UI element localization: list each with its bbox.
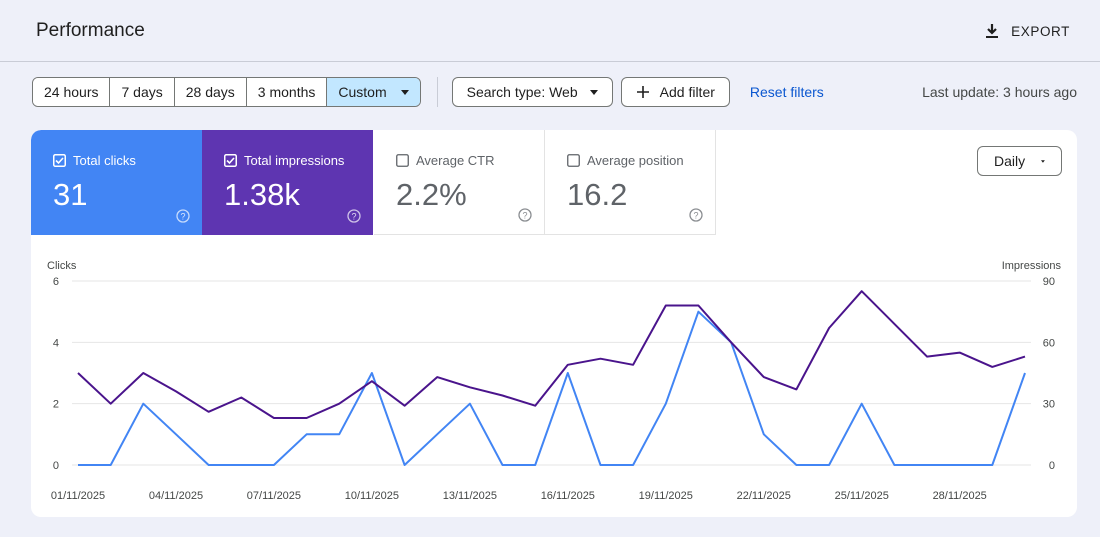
caret-down-icon bbox=[1041, 159, 1045, 163]
x-tick-label: 19/11/2025 bbox=[639, 490, 693, 502]
left-tick-label: 4 bbox=[53, 337, 59, 349]
metric-label: Average position bbox=[587, 153, 684, 168]
search-type-label: Search type: Web bbox=[466, 84, 578, 100]
range-custom[interactable]: Custom bbox=[327, 78, 420, 106]
add-filter-button[interactable]: Add filter bbox=[620, 77, 730, 107]
help-icon[interactable]: ? bbox=[689, 208, 703, 222]
right-tick-label: 60 bbox=[1043, 337, 1055, 349]
caret-down-icon bbox=[589, 89, 598, 95]
svg-text:?: ? bbox=[180, 212, 185, 222]
range-custom-label: Custom bbox=[338, 84, 387, 100]
metric-label: Total clicks bbox=[73, 153, 136, 168]
last-update-text: Last update: 3 hours ago bbox=[922, 84, 1077, 100]
metric-value: 31 bbox=[53, 177, 88, 212]
export-label: EXPORT bbox=[1011, 23, 1070, 39]
left-tick-label: 2 bbox=[53, 399, 59, 411]
metric-value: 1.38k bbox=[224, 177, 300, 212]
granularity-dropdown[interactable]: Daily bbox=[977, 146, 1062, 176]
performance-chart: Clicks Impressions 0 0 2 30 4 60 6 90 01/11/2025… bbox=[31, 240, 1077, 517]
help-icon[interactable]: ? bbox=[176, 209, 190, 223]
metric-average-position[interactable]: Average position 16.2 ? bbox=[545, 130, 716, 235]
checkbox-unchecked-icon[interactable] bbox=[396, 154, 409, 167]
left-axis-title: Clicks bbox=[47, 260, 77, 272]
x-tick-label: 28/11/2025 bbox=[933, 490, 987, 502]
metric-label: Average CTR bbox=[416, 153, 495, 168]
metric-label-row: Total impressions bbox=[224, 153, 344, 168]
granularity-label: Daily bbox=[994, 153, 1026, 169]
metric-average-ctr[interactable]: Average CTR 2.2% ? bbox=[374, 130, 545, 235]
left-tick-label: 6 bbox=[53, 276, 59, 288]
metric-total-impressions[interactable]: Total impressions 1.38k ? bbox=[202, 130, 373, 235]
x-tick-label: 16/11/2025 bbox=[541, 490, 595, 502]
checkbox-unchecked-icon[interactable] bbox=[567, 154, 580, 167]
svg-text:?: ? bbox=[522, 211, 527, 221]
svg-text:?: ? bbox=[693, 211, 698, 221]
add-filter-label: Add filter bbox=[659, 84, 715, 100]
search-type-dropdown[interactable]: Search type: Web bbox=[451, 77, 613, 107]
right-tick-label: 30 bbox=[1043, 399, 1055, 411]
page-header: Performance EXPORT bbox=[0, 0, 1100, 62]
x-tick-label: 13/11/2025 bbox=[443, 490, 497, 502]
performance-card: Total clicks 31 ? Total impressions 1.38… bbox=[31, 130, 1077, 517]
plus-icon bbox=[636, 86, 649, 98]
page-title: Performance bbox=[36, 20, 145, 41]
right-axis-title: Impressions bbox=[1001, 260, 1061, 272]
metric-label: Total impressions bbox=[244, 153, 345, 168]
metric-label-row: Average CTR bbox=[396, 153, 495, 168]
x-tick-label: 22/11/2025 bbox=[737, 490, 791, 502]
right-tick-label: 90 bbox=[1043, 276, 1055, 288]
checkbox-checked-icon[interactable] bbox=[224, 154, 237, 167]
metric-label-row: Total clicks bbox=[53, 153, 136, 168]
filter-toolbar: 24 hours 7 days 28 days 3 months Custom … bbox=[32, 77, 824, 107]
reset-filters-link[interactable]: Reset filters bbox=[749, 84, 824, 100]
metric-total-clicks[interactable]: Total clicks 31 ? bbox=[31, 130, 202, 235]
range-7-days[interactable]: 7 days bbox=[110, 78, 175, 106]
series-line-impressions bbox=[77, 290, 1026, 419]
x-tick-label: 10/11/2025 bbox=[345, 490, 399, 502]
caret-down-icon bbox=[400, 89, 409, 95]
toolbar-divider bbox=[436, 77, 438, 107]
range-28-days[interactable]: 28 days bbox=[174, 78, 247, 106]
metric-label-row: Average position bbox=[567, 153, 684, 168]
svg-text:?: ? bbox=[351, 212, 356, 222]
right-tick-label: 0 bbox=[1049, 460, 1055, 472]
x-tick-label: 04/11/2025 bbox=[149, 490, 203, 502]
date-range-selector: 24 hours 7 days 28 days 3 months Custom bbox=[32, 77, 421, 107]
metric-value: 16.2 bbox=[567, 177, 628, 212]
range-24-hours[interactable]: 24 hours bbox=[33, 78, 111, 106]
help-icon[interactable]: ? bbox=[518, 208, 532, 222]
left-tick-label: 0 bbox=[53, 460, 59, 472]
series-line-clicks bbox=[78, 310, 1026, 466]
x-tick-label: 01/11/2025 bbox=[51, 490, 105, 502]
download-icon bbox=[986, 24, 999, 38]
help-icon[interactable]: ? bbox=[347, 209, 361, 223]
x-tick-label: 07/11/2025 bbox=[247, 490, 301, 502]
line-chart: 0 0 2 30 4 60 6 90 01/11/2025 04/11/2025 07/11/202… bbox=[51, 276, 1055, 502]
export-button[interactable]: EXPORT bbox=[983, 20, 1070, 42]
x-tick-label: 25/11/2025 bbox=[835, 490, 889, 502]
checkbox-checked-icon[interactable] bbox=[53, 154, 66, 167]
metric-value: 2.2% bbox=[396, 177, 467, 212]
range-3-months[interactable]: 3 months bbox=[246, 78, 328, 106]
